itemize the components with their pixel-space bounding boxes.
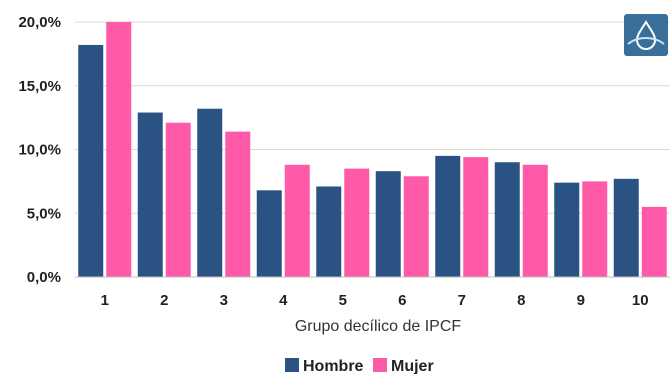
y-tick-label: 20,0% <box>18 14 61 31</box>
x-axis-label: Grupo decílico de IPCF <box>295 318 462 335</box>
bar-hombre-8 <box>494 162 520 277</box>
x-tick-label: 6 <box>398 292 406 309</box>
bar-mujer-9 <box>582 181 608 277</box>
bar-hombre-2 <box>137 112 163 278</box>
x-axis-ticks: 1 2 3 4 5 6 7 8 9 10 <box>101 292 649 309</box>
bar-hombre-9 <box>554 182 580 277</box>
bar-hombre-7 <box>435 155 461 277</box>
bars <box>78 22 667 278</box>
water-drop-logo-icon <box>635 20 657 50</box>
legend-label-hombre: Hombre <box>303 358 364 374</box>
y-tick-label: 15,0% <box>18 78 61 95</box>
x-tick-label: 9 <box>577 292 585 309</box>
x-tick-label: 2 <box>160 292 168 309</box>
y-axis-ticks: 0,0% 5,0% 10,0% 15,0% 20,0% <box>18 14 61 286</box>
bar-hombre-6 <box>375 171 401 277</box>
bar-mujer-2 <box>165 122 191 277</box>
bar-mujer-10 <box>641 206 667 277</box>
legend: Hombre Mujer <box>285 358 434 374</box>
bar-mujer-4 <box>284 164 310 277</box>
legend-swatch-hombre <box>285 358 299 372</box>
gridlines <box>75 21 670 214</box>
bar-mujer-7 <box>463 157 489 277</box>
x-tick-label: 5 <box>339 292 347 309</box>
logo <box>624 14 668 56</box>
legend-label-mujer: Mujer <box>391 358 434 374</box>
legend-swatch-mujer <box>373 358 387 372</box>
x-tick-label: 1 <box>101 292 109 309</box>
bar-hombre-4 <box>256 190 282 277</box>
y-tick-label: 5,0% <box>27 205 61 222</box>
x-tick-label: 7 <box>458 292 466 309</box>
y-tick-label: 0,0% <box>27 269 61 286</box>
bar-mujer-1 <box>106 22 132 277</box>
x-tick-label: 10 <box>632 292 649 309</box>
y-tick-label: 10,0% <box>18 142 61 159</box>
bar-mujer-3 <box>225 131 251 277</box>
x-tick-label: 8 <box>517 292 525 309</box>
logo-swoosh-icon <box>627 37 665 45</box>
bar-hombre-3 <box>197 108 223 277</box>
bar-hombre-5 <box>316 186 342 277</box>
x-tick-label: 3 <box>220 292 228 309</box>
bar-mujer-5 <box>344 168 370 277</box>
logo-background <box>624 14 668 56</box>
bar-mujer-6 <box>403 176 429 277</box>
bar-hombre-10 <box>613 178 639 277</box>
bar-hombre-1 <box>78 44 104 278</box>
bar-mujer-8 <box>522 164 548 277</box>
x-tick-label: 4 <box>279 292 288 309</box>
